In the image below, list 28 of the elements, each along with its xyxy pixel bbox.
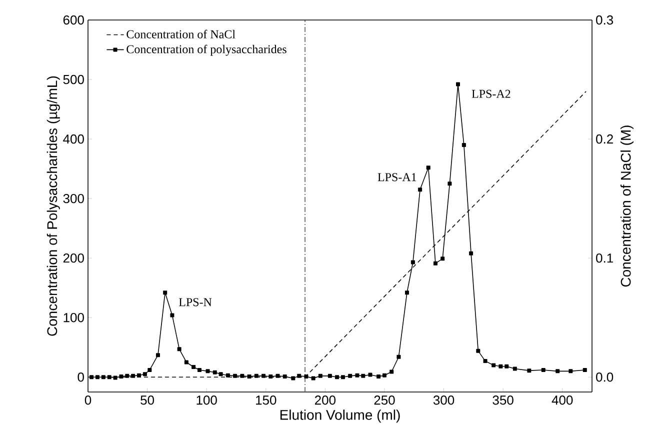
x-tick-label: 300 [433, 396, 454, 405]
annotation: LPS-A2 [472, 90, 510, 98]
y-tick-label: 200 [63, 253, 84, 263]
x-tick-label: 0 [84, 396, 92, 405]
y-axis-title: Concentration of Polysaccharides (µg/mL) [46, 76, 60, 336]
legend-label: Concentration of NaCl [126, 30, 236, 38]
y2-tick-label: 0.3 [596, 15, 614, 25]
x-tick-label: 200 [314, 396, 336, 405]
x-tick-label: 50 [140, 396, 154, 405]
annotation: LPS-A1 [378, 173, 416, 182]
y-tick-label: 0 [78, 372, 84, 382]
annotation: LPS-N [178, 298, 212, 306]
x-axis-title: Elution Volume (ml) [280, 410, 400, 423]
y2-tick-label: 0.1 [596, 253, 613, 263]
y-tick-label: 500 [63, 74, 84, 84]
y2-tick-label: 0.0 [596, 372, 614, 382]
y-tick-label: 300 [63, 194, 84, 204]
x-tick-label: 100 [196, 396, 217, 405]
y-tick-label: 400 [63, 134, 84, 144]
y2-axis-title: Concentration of NaCl (M) [620, 126, 634, 287]
x-tick-label: 150 [256, 396, 276, 405]
y-tick-label: 600 [63, 15, 84, 25]
legend-label: Concentration of polysaccharides [126, 44, 286, 56]
x-tick-label: 400 [552, 396, 573, 405]
x-tick-label: 350 [492, 396, 514, 405]
y-tick-label: 100 [64, 312, 84, 322]
x-tick-label: 250 [374, 396, 395, 405]
y2-tick-label: 0.2 [596, 134, 613, 144]
